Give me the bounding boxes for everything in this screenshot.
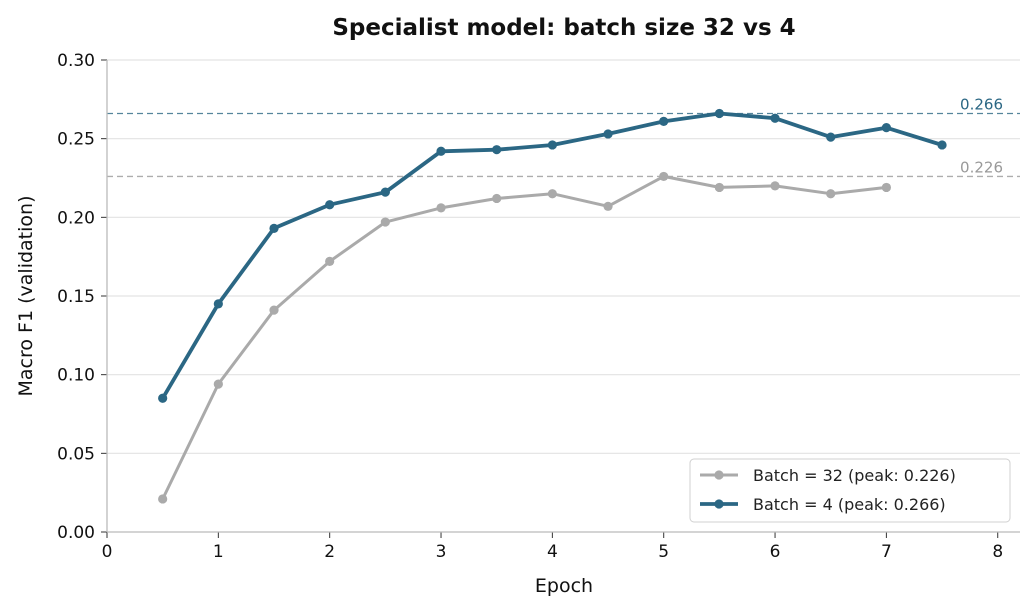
x-tick-label: 0 — [102, 542, 113, 562]
legend-entry-label: Batch = 4 (peak: 0.266) — [753, 495, 946, 514]
data-point — [770, 113, 780, 123]
y-tick-label: 0.10 — [57, 366, 95, 386]
data-point — [213, 379, 223, 389]
data-point — [714, 108, 724, 119]
series-line — [161, 111, 943, 400]
x-tick-label: 5 — [658, 542, 669, 562]
y-tick-label: 0.15 — [57, 287, 95, 307]
legend-box — [689, 458, 1011, 523]
y-tick-label: 0.20 — [57, 208, 95, 228]
reference-line-label: 0.266 — [960, 95, 1003, 113]
x-tick-label: 8 — [992, 542, 1003, 562]
reference-line-label: 0.226 — [960, 158, 1003, 176]
data-point — [436, 146, 446, 156]
legend-swatch-marker — [714, 499, 724, 509]
data-point — [158, 393, 168, 403]
data-point — [380, 187, 390, 197]
data-point — [325, 256, 335, 266]
data-point — [269, 305, 279, 315]
data-point — [714, 182, 724, 193]
x-tick-label: 7 — [881, 542, 892, 562]
data-point — [492, 193, 502, 204]
data-point — [213, 299, 223, 309]
legend-entry-label: Batch = 32 (peak: 0.226) — [753, 466, 956, 485]
series-group — [158, 108, 947, 504]
data-point — [325, 200, 335, 210]
data-point — [158, 494, 168, 504]
data-point — [659, 171, 669, 182]
data-point — [659, 116, 669, 126]
data-point — [937, 140, 947, 150]
y-tick-label: 0.05 — [57, 444, 95, 464]
x-tick-label: 1 — [213, 542, 224, 562]
legend-swatch-marker — [714, 470, 724, 480]
data-point — [881, 123, 891, 133]
x-axis-label: Epoch — [535, 575, 593, 597]
x-tick-label: 6 — [770, 542, 781, 562]
gridlines — [107, 59, 1020, 454]
x-tick-label: 2 — [324, 542, 335, 562]
y-tick-label: 0.30 — [57, 51, 95, 71]
axes: 0.00 0.05 0.10 0.15 0.20 0.25 0.30 0 1 2 3 4 5 6 7 8 — [57, 51, 1020, 562]
y-tick-label: 0.25 — [57, 130, 95, 150]
y-tick-label: 0.00 — [57, 523, 95, 543]
data-point — [547, 140, 557, 150]
data-point — [492, 145, 502, 155]
data-point — [380, 217, 390, 227]
x-tick-label: 3 — [436, 542, 447, 562]
y-axis-label: Macro F1 (validation) — [15, 196, 37, 397]
data-point — [603, 201, 613, 211]
data-point — [547, 189, 557, 199]
chart-title: Specialist model: batch size 32 vs 4 — [332, 15, 795, 41]
x-tick-label: 4 — [547, 542, 558, 562]
series-line — [161, 174, 887, 500]
data-point — [826, 189, 836, 199]
data-point — [269, 223, 279, 233]
data-point — [770, 181, 780, 191]
reference-lines: 0.266 0.226 — [107, 95, 1020, 178]
data-point — [826, 132, 836, 142]
legend: Batch = 32 (peak: 0.226) Batch = 4 (peak:… — [689, 458, 1011, 523]
data-point — [881, 182, 891, 193]
data-point — [603, 129, 613, 139]
data-point — [436, 203, 446, 213]
